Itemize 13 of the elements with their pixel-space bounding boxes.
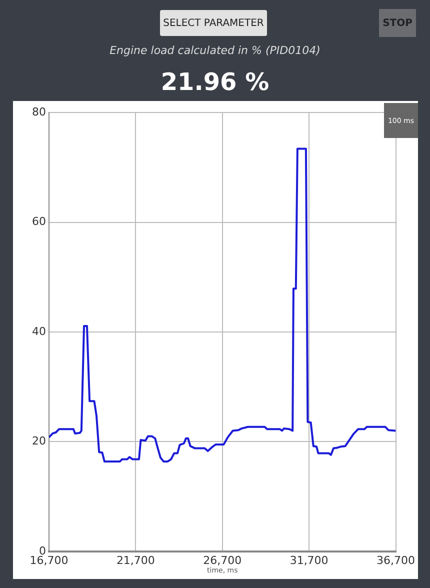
y-tick-label: 40 bbox=[32, 324, 46, 338]
y-tick-label: 60 bbox=[32, 215, 46, 228]
text: SELECT PARAMETER bbox=[160, 10, 267, 36]
x-tick-label: 26,700 bbox=[203, 554, 242, 567]
chart-title: Engine load calculated in % (PID0104) bbox=[108, 44, 322, 57]
x-tick-label: 16,700 bbox=[30, 554, 68, 567]
x-tick-label: 36,700 bbox=[376, 554, 416, 567]
text: 21.96 % bbox=[160, 68, 270, 96]
y-tick-label: 80 bbox=[32, 105, 46, 118]
text: STOP bbox=[379, 9, 416, 37]
x-tick-label: 21,700 bbox=[116, 554, 155, 567]
x-tick-label: 31,700 bbox=[290, 554, 328, 567]
y-tick-label: 20 bbox=[32, 434, 46, 448]
